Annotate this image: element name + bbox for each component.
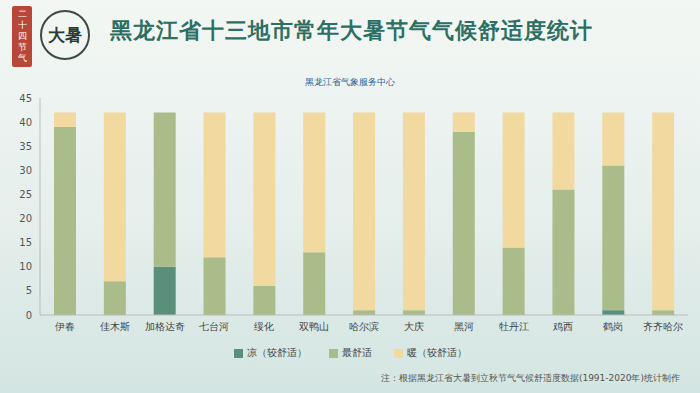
html-text:注：根据黑龙江省大暑到立秋节气气候舒适度数据(1991-20: 注：根据黑龙江省大暑到立秋节气气候舒适度数据(1991-2020年)统计制作 bbox=[380, 373, 680, 383]
svg-text:鸡西: 鸡西 bbox=[552, 321, 573, 332]
svg-text:黑河: 黑河 bbox=[454, 321, 474, 332]
html-text:节: 节 bbox=[17, 42, 27, 52]
svg-text:伊春: 伊春 bbox=[55, 321, 75, 332]
html-text:十: 十 bbox=[17, 20, 27, 30]
html-text:四: 四 bbox=[17, 31, 27, 41]
svg-text:加格达奇: 加格达奇 bbox=[145, 321, 185, 332]
svg-text:15: 15 bbox=[19, 237, 32, 248]
html-text:气: 气 bbox=[17, 53, 27, 63]
svg-text:0: 0 bbox=[26, 310, 32, 321]
html-text:凉（较舒适）: 凉（较舒适） bbox=[246, 347, 307, 358]
svg-text:绥化: 绥化 bbox=[254, 321, 274, 332]
svg-text:哈尔滨: 哈尔滨 bbox=[349, 321, 379, 332]
html-text:大暑: 大暑 bbox=[48, 24, 82, 45]
html-text:黑龙江省十三地市常年大暑节气气候舒适度统计: 黑龙江省十三地市常年大暑节气气候舒适度统计 bbox=[110, 18, 593, 43]
svg-text:牡丹江: 牡丹江 bbox=[499, 321, 529, 332]
svg-text:45: 45 bbox=[19, 93, 32, 104]
svg-text:大庆: 大庆 bbox=[404, 321, 424, 332]
svg-text:10: 10 bbox=[19, 261, 32, 272]
html-text:最舒适: 最舒适 bbox=[341, 347, 372, 358]
svg-text:20: 20 bbox=[19, 213, 32, 224]
svg-text:鹤岗: 鹤岗 bbox=[603, 321, 623, 332]
svg-text:5: 5 bbox=[26, 285, 32, 296]
html-text:暖（较舒适）: 暖（较舒适） bbox=[406, 347, 467, 358]
svg-text:七台河: 七台河 bbox=[199, 321, 229, 332]
svg-text:40: 40 bbox=[19, 117, 32, 128]
html-text:黑龙江省气象服务中心: 黑龙江省气象服务中心 bbox=[305, 77, 395, 87]
svg-text:双鸭山: 双鸭山 bbox=[299, 321, 329, 332]
svg-text:齐齐哈尔: 齐齐哈尔 bbox=[643, 321, 683, 332]
html-text:二: 二 bbox=[17, 9, 27, 19]
svg-text:25: 25 bbox=[19, 189, 32, 200]
svg-text:30: 30 bbox=[19, 165, 32, 176]
svg-text:35: 35 bbox=[19, 141, 32, 152]
svg-text:佳木斯: 佳木斯 bbox=[100, 321, 130, 332]
